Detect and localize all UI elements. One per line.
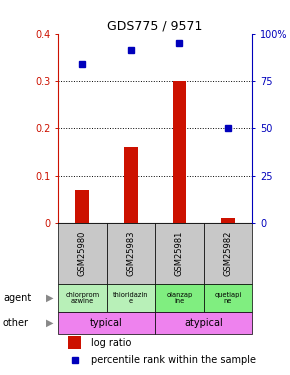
Bar bbox=[106, 223, 155, 284]
Text: quetiapi
ne: quetiapi ne bbox=[214, 292, 242, 304]
Bar bbox=[204, 284, 252, 312]
Bar bbox=[155, 284, 204, 312]
Text: log ratio: log ratio bbox=[91, 338, 131, 348]
Text: GSM25981: GSM25981 bbox=[175, 231, 184, 276]
Text: GSM25982: GSM25982 bbox=[224, 231, 233, 276]
Bar bbox=[58, 312, 155, 334]
Bar bbox=[58, 284, 106, 312]
Bar bbox=[58, 223, 106, 284]
Bar bbox=[173, 81, 186, 223]
Bar bbox=[75, 190, 89, 223]
Bar bbox=[155, 312, 252, 334]
Text: percentile rank within the sample: percentile rank within the sample bbox=[91, 355, 256, 365]
Text: other: other bbox=[3, 318, 29, 328]
Bar bbox=[155, 223, 204, 284]
Title: GDS775 / 9571: GDS775 / 9571 bbox=[108, 20, 203, 33]
Bar bbox=[204, 223, 252, 284]
Text: ▶: ▶ bbox=[46, 318, 54, 328]
Bar bbox=[106, 284, 155, 312]
Text: GSM25980: GSM25980 bbox=[78, 231, 87, 276]
Text: thioridazin
e: thioridazin e bbox=[113, 292, 148, 304]
Bar bbox=[124, 147, 138, 223]
Text: GSM25983: GSM25983 bbox=[126, 231, 135, 276]
Text: ▶: ▶ bbox=[46, 293, 54, 303]
Bar bbox=[221, 218, 235, 223]
Text: olanzap
ine: olanzap ine bbox=[166, 292, 193, 304]
Bar bbox=[68, 336, 81, 349]
Text: typical: typical bbox=[90, 318, 123, 328]
Text: atypical: atypical bbox=[184, 318, 223, 328]
Text: chlorprom
azwine: chlorprom azwine bbox=[65, 292, 99, 304]
Text: agent: agent bbox=[3, 293, 31, 303]
